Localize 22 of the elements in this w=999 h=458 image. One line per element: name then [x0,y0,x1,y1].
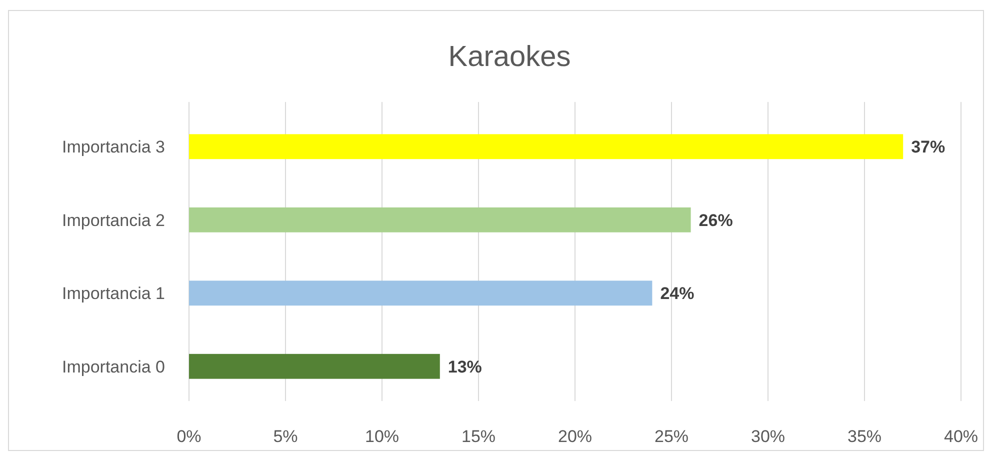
chart-title: Karaokes [448,41,571,73]
x-tick-label: 5% [273,427,298,446]
x-tick-label: 20% [558,427,592,446]
x-tick-label: 15% [461,427,496,446]
y-tick-label: Importancia 2 [62,210,165,230]
bar [189,134,904,160]
x-tick-label: 30% [750,427,786,446]
bar [189,207,691,232]
x-tick-label: 0% [176,427,202,446]
x-tick-label: 25% [654,427,689,446]
data-label: 26% [698,210,733,230]
data-label: 37% [911,138,946,157]
x-tick-label: 35% [847,427,882,446]
bar [189,280,652,306]
x-tick-label: 40% [944,427,978,446]
data-label: 13% [448,357,482,376]
y-tick-label: Importancia 3 [62,138,165,157]
y-tick-label: Importancia 1 [62,284,165,304]
bar [189,354,440,379]
x-tick-label: 10% [364,427,400,446]
data-label: 24% [660,284,694,304]
y-tick-label: Importancia 0 [62,357,165,376]
